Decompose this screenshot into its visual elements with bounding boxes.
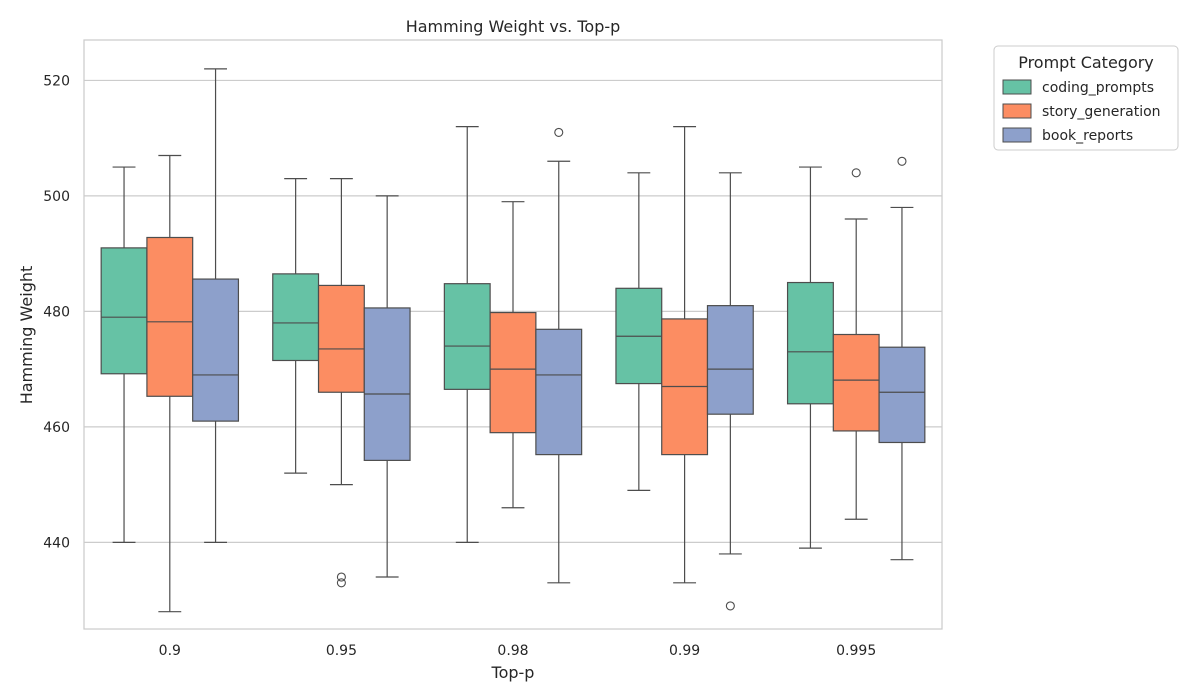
- outlier-point: [897, 156, 907, 166]
- legend-title: Prompt Category: [1018, 53, 1154, 72]
- box-iqr: [272, 273, 320, 362]
- legend-label-coding_prompts: coding_prompts: [1042, 80, 1154, 96]
- box-coding_prompts: [443, 126, 491, 543]
- box-book_reports: [535, 127, 583, 584]
- box-story_generation: [317, 177, 365, 588]
- box-iqr: [363, 307, 411, 461]
- box-book_reports: [192, 68, 240, 543]
- box-book_reports: [363, 195, 411, 578]
- outlier-point: [851, 168, 861, 178]
- box-iqr: [832, 333, 880, 432]
- x-tick-label: 0.99: [669, 643, 700, 659]
- box-coding_prompts: [272, 177, 320, 474]
- y-axis-ticks: 440 460 480 500 520: [43, 73, 70, 551]
- legend-label-story_generation: story_generation: [1042, 104, 1161, 120]
- box-iqr: [878, 346, 926, 444]
- y-tick-label: 520: [43, 73, 70, 89]
- y-axis-label: Hamming Weight: [17, 266, 36, 405]
- legend: Prompt Category coding_prompts story_gene…: [993, 45, 1179, 151]
- x-axis-ticks: 0.9 0.95 0.98 0.99 0.995: [159, 643, 877, 659]
- x-tick-label: 0.9: [159, 643, 181, 659]
- legend-frame: [993, 45, 1179, 151]
- box-story_generation: [146, 154, 194, 613]
- box-iqr: [146, 236, 194, 397]
- box-iqr: [443, 283, 491, 390]
- outlier-point: [554, 127, 564, 137]
- legend-swatch-story_generation: [1002, 103, 1032, 119]
- y-tick-label: 460: [43, 420, 70, 436]
- plot-frame: [83, 39, 943, 630]
- x-tick-label: 0.995: [836, 643, 876, 659]
- box-coding_prompts: [786, 166, 834, 549]
- outlier-point: [725, 601, 735, 611]
- box-book_reports: [706, 172, 754, 611]
- plot-area: [100, 68, 926, 613]
- box-iqr: [192, 278, 240, 422]
- y-tick-label: 440: [43, 535, 70, 551]
- box-coding_prompts: [615, 172, 663, 492]
- box-iqr: [786, 281, 834, 405]
- box-iqr: [489, 311, 537, 434]
- x-axis-label: Top-p: [491, 663, 535, 682]
- legend-swatch-book_reports: [1002, 127, 1032, 143]
- box-coding_prompts: [100, 166, 148, 543]
- box-book_reports: [878, 156, 926, 561]
- y-tick-label: 480: [43, 304, 70, 320]
- box-iqr: [317, 284, 365, 393]
- box-iqr: [706, 305, 754, 415]
- box-iqr: [535, 328, 583, 456]
- legend-label-book_reports: book_reports: [1042, 128, 1133, 144]
- outlier-point: [336, 572, 346, 582]
- box-iqr: [100, 247, 148, 375]
- chart-title: Hamming Weight vs. Top-p: [406, 17, 621, 36]
- x-tick-label: 0.95: [326, 643, 357, 659]
- box-story_generation: [489, 201, 537, 509]
- box-story_generation: [661, 126, 709, 584]
- legend-items: coding_prompts story_generation book_repor…: [1002, 79, 1161, 144]
- legend-swatch-coding_prompts: [1002, 79, 1032, 95]
- outlier-point: [336, 578, 346, 588]
- y-tick-label: 500: [43, 189, 70, 205]
- box-story_generation: [832, 168, 880, 520]
- x-tick-label: 0.98: [497, 643, 528, 659]
